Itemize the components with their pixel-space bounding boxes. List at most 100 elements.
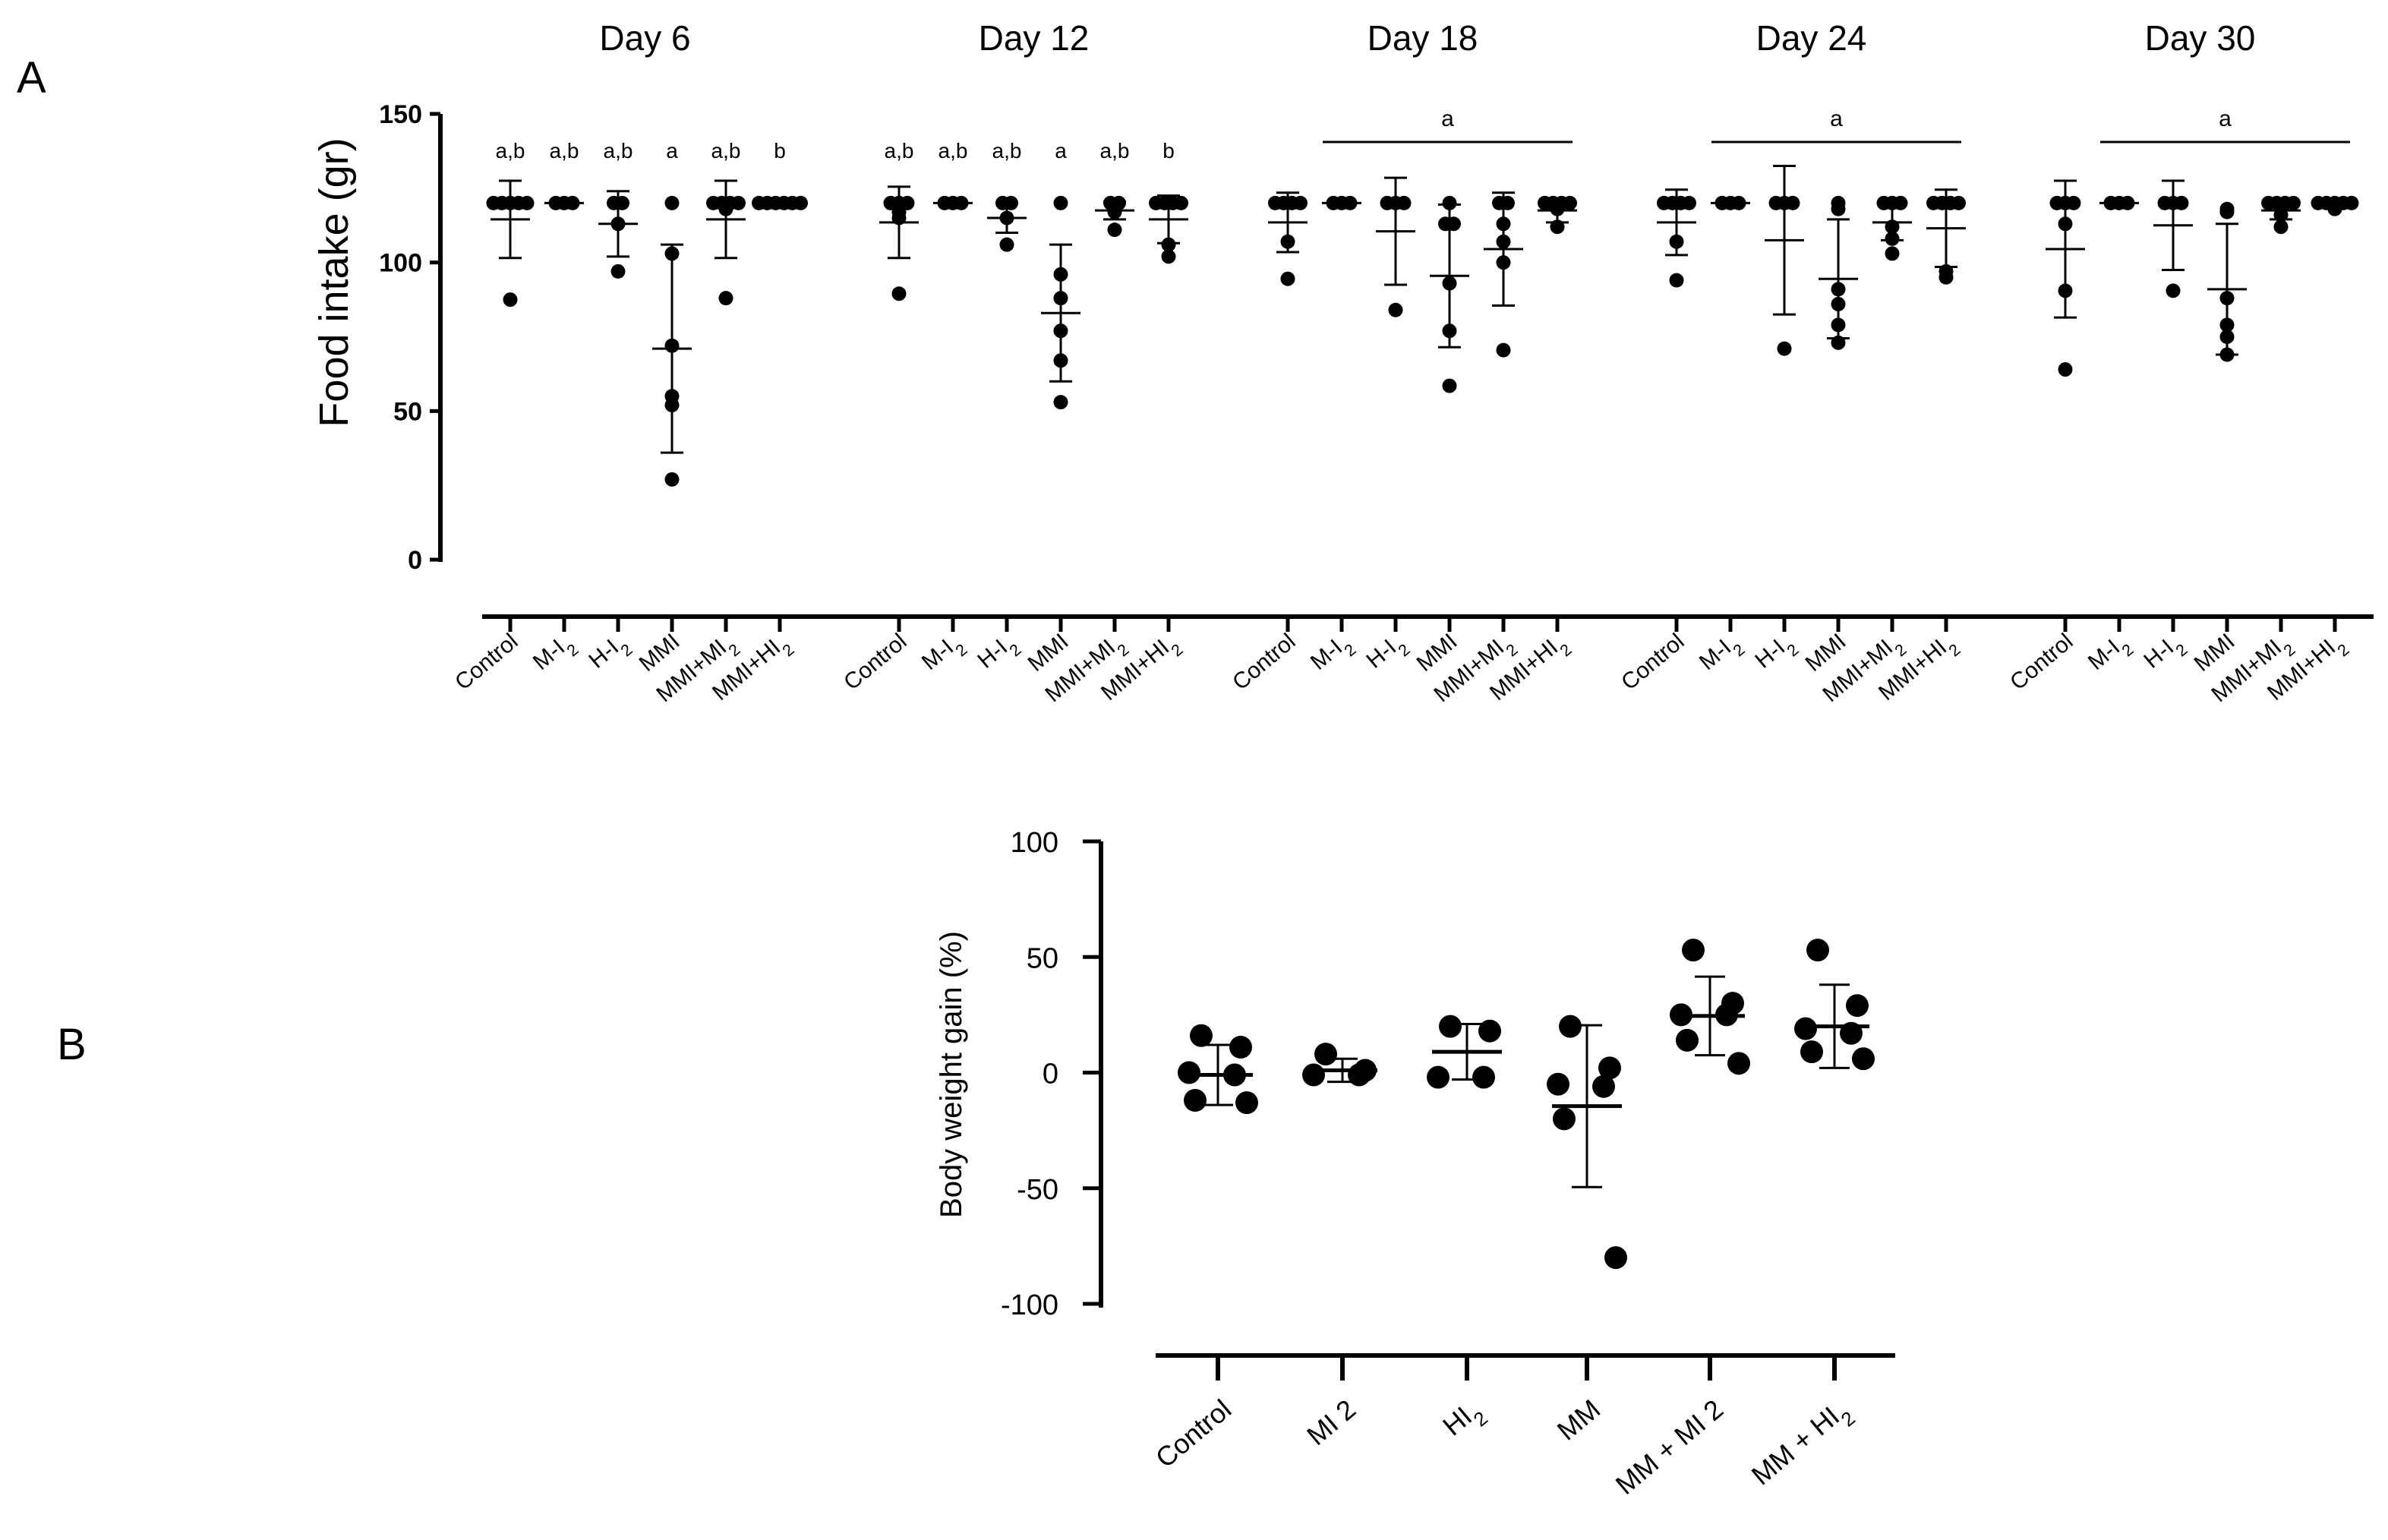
panel-b-data-point bbox=[1840, 1021, 1863, 1045]
panel-a-group-label: M-I2 bbox=[1306, 629, 1359, 681]
panel-a-data-point bbox=[718, 291, 733, 306]
panel-a-significance-letter: a bbox=[2219, 106, 2232, 131]
panel-a-data-point bbox=[1442, 323, 1457, 339]
panel-a-data-point bbox=[2219, 317, 2235, 333]
panel-a-data-point bbox=[664, 389, 680, 404]
panel-a-data-point bbox=[1682, 195, 1696, 210]
panel-a-data-point bbox=[1004, 195, 1018, 210]
panel-b-group: HI2 bbox=[1427, 1015, 1502, 1449]
panel-b-y-tick-label: -100 bbox=[1001, 1289, 1058, 1321]
panel-a-data-point bbox=[2273, 207, 2289, 222]
panel-a-data-point bbox=[2219, 347, 2235, 362]
panel-a-data-point bbox=[664, 472, 680, 487]
panel-a-data-point bbox=[1107, 222, 1122, 238]
panel-a-food-intake-chart: 0 50 100 150 Food intake (gr) Day 6 Control a… bbox=[311, 18, 2374, 713]
panel-a-y-axis: 0 50 100 150 bbox=[379, 100, 440, 575]
panel-b-y-tick-label: 50 bbox=[1027, 942, 1058, 974]
panel-a-significance-letter: b bbox=[1162, 139, 1175, 163]
panel-a-data-point bbox=[1731, 195, 1746, 210]
panel-a-y-tick-label: 100 bbox=[379, 249, 422, 278]
panel-a-significance-letter: a,b bbox=[1100, 139, 1130, 163]
panel-b-data-point bbox=[1348, 1063, 1371, 1087]
panel-a-data-point bbox=[1831, 296, 1846, 311]
panel-a-data-point bbox=[1442, 195, 1457, 210]
panel-a-data-point bbox=[793, 195, 808, 210]
panel-a-group-label: MMI+HI2 bbox=[1096, 629, 1186, 712]
panel-a-group-label: Control bbox=[2005, 629, 2077, 695]
panel-a-data-point bbox=[1293, 195, 1308, 210]
panel-a-data-point bbox=[1951, 195, 1966, 210]
panel-a-data-point bbox=[1053, 267, 1068, 282]
panel-a-data-point bbox=[2219, 291, 2235, 306]
panel-a-day-title: Day 12 bbox=[979, 18, 1090, 58]
panel-b-data-point bbox=[1559, 1015, 1582, 1038]
panel-a-group-label: MMI+HI2 bbox=[708, 629, 797, 712]
panel-a-data-point bbox=[2219, 330, 2235, 344]
panel-a-data-point bbox=[1396, 195, 1412, 210]
panel-b-data-point bbox=[1190, 1024, 1213, 1047]
panel-a-data-point bbox=[891, 286, 907, 301]
panel-a-day-title: Day 18 bbox=[1368, 18, 1478, 58]
panel-a-data-point bbox=[1496, 234, 1511, 249]
panel-a-significance-letter: a bbox=[1441, 106, 1454, 131]
panel-a-significance-letter: a,b bbox=[885, 139, 914, 163]
panel-label-b: B bbox=[57, 1020, 87, 1069]
panel-a-data-point bbox=[565, 195, 580, 210]
panel-a-group-label: M-I2 bbox=[917, 629, 970, 681]
panel-a-data-point bbox=[2219, 201, 2235, 216]
panel-b-data-point bbox=[1223, 1063, 1246, 1087]
panel-b-data-point bbox=[1472, 1065, 1495, 1089]
panel-b-data-point bbox=[1852, 1047, 1875, 1071]
panel-b-y-tick-label: 0 bbox=[1043, 1059, 1058, 1090]
panel-a-data-point bbox=[1280, 271, 1295, 286]
panel-a-data-point bbox=[1280, 234, 1295, 249]
panel-a-data-point bbox=[954, 195, 969, 210]
panel-b-group: MI 2 bbox=[1301, 1043, 1377, 1451]
panel-a-data-point bbox=[1500, 195, 1515, 210]
panel-a-data-point bbox=[2058, 216, 2073, 232]
panel-b-data-point bbox=[1553, 1107, 1576, 1131]
panel-a-data-point bbox=[731, 195, 746, 210]
panel-a-data-point bbox=[1885, 219, 1900, 235]
panel-b-data-point bbox=[1235, 1091, 1258, 1115]
panel-b-data-point bbox=[1794, 1017, 1817, 1040]
panel-a-data-point bbox=[1388, 302, 1403, 317]
panel-a-data-point bbox=[1112, 195, 1126, 210]
panel-a-y-tick-label: 0 bbox=[408, 546, 422, 575]
panel-a-group-label: H-I2 bbox=[1361, 629, 1413, 680]
panel-a-data-point bbox=[1442, 276, 1457, 291]
panel-b-y-axis-title: Body weight gain (%) bbox=[935, 931, 968, 1218]
panel-b-data-point bbox=[1670, 1003, 1692, 1027]
panel-a-data-point bbox=[664, 195, 680, 210]
panel-a-data-point bbox=[2344, 195, 2359, 210]
panel-a-day-group: Day 12Controla,bM-I2a,bH-I2a,bMMIaMMI+MI… bbox=[839, 18, 1188, 713]
panel-b-group-label: MM bbox=[1551, 1393, 1606, 1447]
panel-a-group-label: MMI+HI2 bbox=[1874, 629, 1964, 712]
panel-a-data-point bbox=[610, 216, 626, 232]
panel-a-data-point bbox=[1893, 195, 1908, 210]
panel-a-day-group: Day 6Controla,bM-I2a,bH-I2a,bMMIaMMI+MI2… bbox=[450, 18, 808, 713]
panel-a-significance-letter: a bbox=[1830, 106, 1843, 131]
panel-a-data-point bbox=[900, 195, 915, 210]
panel-a-group-label: H-I2 bbox=[2139, 629, 2191, 680]
panel-a-significance-letter: b bbox=[774, 139, 786, 163]
panel-a-data-point bbox=[1446, 216, 1461, 232]
panel-a-data-point bbox=[1563, 195, 1577, 210]
panel-b-group-label: Control bbox=[1150, 1393, 1237, 1474]
panel-a-data-point bbox=[1885, 246, 1900, 261]
panel-b-data-point bbox=[1302, 1063, 1325, 1087]
panel-b-data-point bbox=[1715, 1003, 1738, 1027]
panel-a-data-point bbox=[1831, 282, 1846, 297]
panel-a-data-point bbox=[1669, 234, 1684, 249]
panel-b-group-label: HI2 bbox=[1437, 1393, 1492, 1449]
panel-a-significance-letter: a,b bbox=[938, 139, 968, 163]
panel-a-data-point bbox=[1161, 249, 1176, 264]
panel-a-data-point bbox=[2166, 283, 2181, 298]
panel-b-data-point bbox=[1314, 1043, 1337, 1066]
panel-b-data-point bbox=[1800, 1040, 1823, 1064]
panel-b-group: MM + HI2 bbox=[1746, 939, 1875, 1498]
panel-a-group-label: Control bbox=[1617, 629, 1689, 695]
